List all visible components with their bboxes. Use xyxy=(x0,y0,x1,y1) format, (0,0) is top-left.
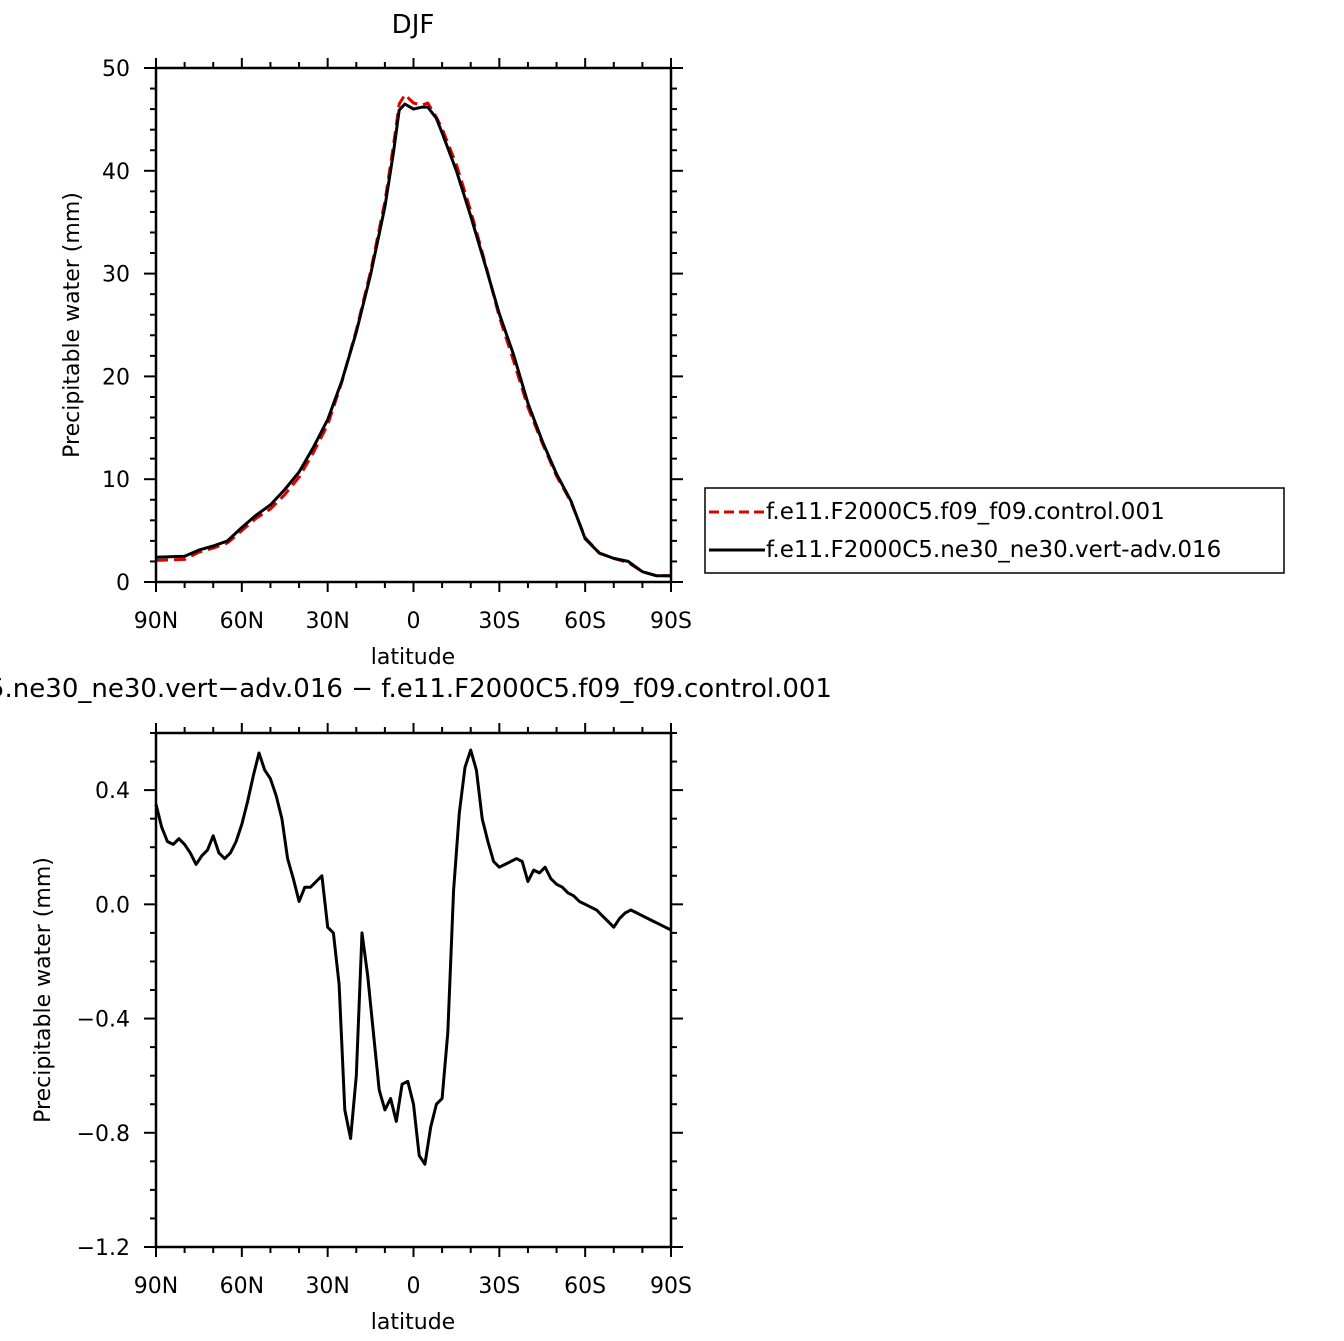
chart1-ticks: 90N 60N 30N 0 30S 60S 90S 0 10 20 30 40 50 xyxy=(102,57,692,634)
y-tick-label: −1.2 xyxy=(77,1236,130,1261)
x-tick-label: 90S xyxy=(650,1274,692,1299)
chart-difference: 5.ne30_ne30.vert−adv.016 − f.e11.F2000C5… xyxy=(0,674,832,1335)
y-tick-label: 50 xyxy=(102,57,130,82)
chart1-frame xyxy=(154,66,673,584)
chart1-title: DJF xyxy=(392,10,435,40)
x-tick-label: 30N xyxy=(305,1274,349,1299)
chart1-ylabel: Precipitable water (mm) xyxy=(60,192,85,458)
x-tick-label: 60S xyxy=(564,1274,606,1299)
y-tick-label: −0.8 xyxy=(77,1122,130,1147)
chart2-ylabel: Precipitable water (mm) xyxy=(31,857,56,1123)
legend-label-vert-adv: f.e11.F2000C5.ne30_ne30.vert-adv.016 xyxy=(766,537,1221,563)
x-tick-label: 90S xyxy=(650,609,692,634)
x-tick-label: 60N xyxy=(220,609,264,634)
x-tick-label: 30S xyxy=(478,1274,520,1299)
y-tick-label: 30 xyxy=(102,263,130,288)
y-tick-label: 0 xyxy=(116,571,130,596)
chart1-legend: f.e11.F2000C5.f09_f09.control.001 f.e11.… xyxy=(704,487,1285,574)
y-tick-label: 40 xyxy=(102,160,130,185)
x-tick-label: 60S xyxy=(564,609,606,634)
chart1-series-1-line xyxy=(155,93,671,578)
x-tick-label: 90N xyxy=(134,1274,178,1299)
x-tick-label: 30S xyxy=(478,609,520,634)
chart2-xlabel: latitude xyxy=(371,1310,455,1335)
x-tick-label: 0 xyxy=(407,609,421,634)
x-tick-label: 0 xyxy=(407,1274,421,1299)
y-tick-label: 10 xyxy=(102,468,130,493)
chart2-series-group xyxy=(154,748,672,1166)
chart2-ticks: 90N 60N 30N 0 30S 60S 90S −1.2 −0.8 −0.4 0.0 0.4 xyxy=(77,723,692,1299)
y-tick-label: −0.4 xyxy=(77,1008,130,1033)
x-tick-label: 60N xyxy=(220,1274,264,1299)
x-tick-label: 90N xyxy=(134,609,178,634)
y-tick-label: 0.4 xyxy=(95,779,130,804)
chart2-title: 5.ne30_ne30.vert−adv.016 − f.e11.F2000C5… xyxy=(0,674,832,704)
y-tick-label: 0.0 xyxy=(95,893,130,918)
chart2-series-1-line xyxy=(154,748,672,1166)
y-tick-label: 20 xyxy=(102,365,130,390)
chart-djf: DJF 90N 60N 30N 0 30S 60S 90S 0 10 20 30 40 50 latit… xyxy=(60,10,1285,670)
chart1-series-group xyxy=(155,93,671,578)
chart1-series-2-line xyxy=(155,102,671,578)
chart1-xlabel: latitude xyxy=(371,645,455,670)
legend-label-control: f.e11.F2000C5.f09_f09.control.001 xyxy=(766,499,1165,525)
x-tick-label: 30N xyxy=(305,609,349,634)
legend-box xyxy=(704,487,1285,574)
chart2-frame xyxy=(154,731,673,1249)
